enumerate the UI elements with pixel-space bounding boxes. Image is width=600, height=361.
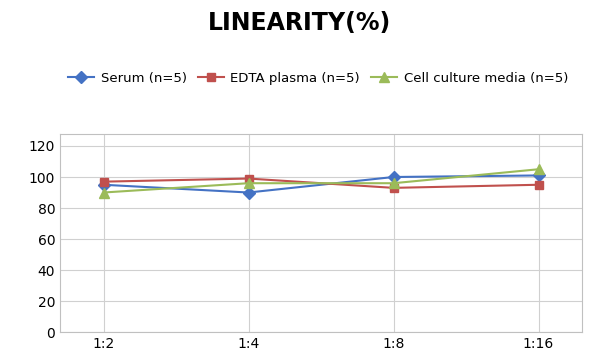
EDTA plasma (n=5) xyxy=(535,183,542,187)
Serum (n=5) xyxy=(390,175,397,179)
EDTA plasma (n=5) xyxy=(100,179,107,184)
Cell culture media (n=5) xyxy=(535,167,542,171)
Serum (n=5) xyxy=(100,183,107,187)
EDTA plasma (n=5) xyxy=(245,177,252,181)
Legend: Serum (n=5), EDTA plasma (n=5), Cell culture media (n=5): Serum (n=5), EDTA plasma (n=5), Cell cul… xyxy=(68,71,568,84)
EDTA plasma (n=5) xyxy=(390,186,397,190)
Cell culture media (n=5) xyxy=(390,181,397,186)
Line: EDTA plasma (n=5): EDTA plasma (n=5) xyxy=(100,174,542,192)
Serum (n=5) xyxy=(535,173,542,178)
Line: Serum (n=5): Serum (n=5) xyxy=(100,171,542,197)
Text: LINEARITY(%): LINEARITY(%) xyxy=(208,11,392,35)
Cell culture media (n=5) xyxy=(100,190,107,195)
Serum (n=5) xyxy=(245,190,252,195)
Line: Cell culture media (n=5): Cell culture media (n=5) xyxy=(98,164,544,197)
Cell culture media (n=5) xyxy=(245,181,252,186)
